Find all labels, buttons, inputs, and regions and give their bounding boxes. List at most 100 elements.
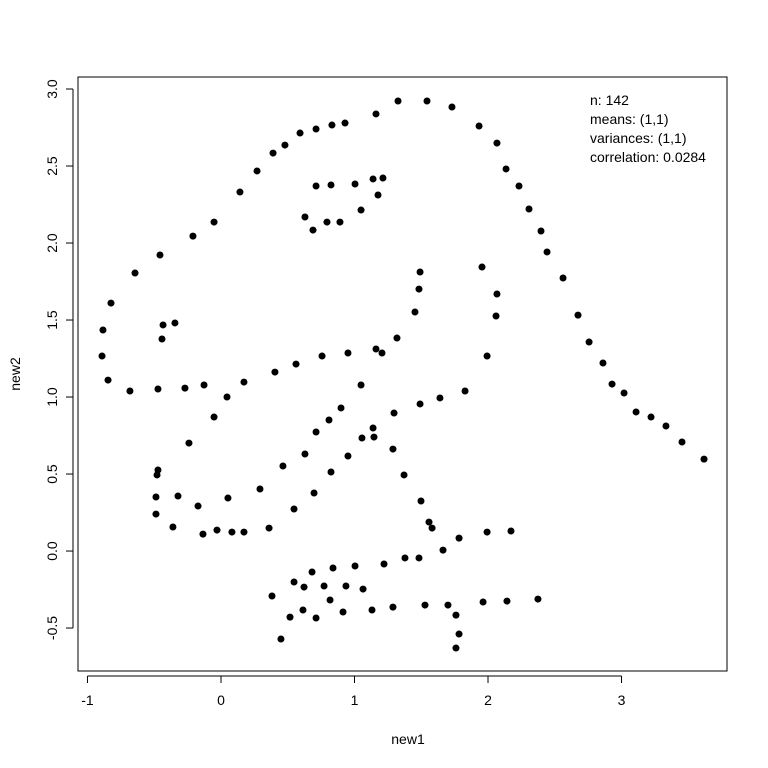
point <box>312 182 320 190</box>
point <box>380 560 388 568</box>
point <box>411 308 419 316</box>
point <box>461 387 469 395</box>
point <box>452 611 460 619</box>
y-tick-label: 0.5 <box>44 464 60 484</box>
point <box>337 404 345 412</box>
point <box>309 226 317 234</box>
point <box>483 352 491 360</box>
point <box>358 434 366 442</box>
point <box>213 526 221 534</box>
point <box>159 321 167 329</box>
point <box>401 554 409 562</box>
point <box>599 359 607 367</box>
point <box>620 389 628 397</box>
point <box>559 274 567 282</box>
point <box>379 174 387 182</box>
point <box>421 601 429 609</box>
point <box>323 218 331 226</box>
point <box>269 149 277 157</box>
point <box>389 445 397 453</box>
point <box>292 360 300 368</box>
point <box>300 583 308 591</box>
point <box>416 400 424 408</box>
point <box>312 125 320 133</box>
point <box>320 582 328 590</box>
point <box>428 524 436 532</box>
point <box>236 188 244 196</box>
point <box>199 530 207 538</box>
point <box>194 502 202 510</box>
point <box>185 439 193 447</box>
x-axis-label: new1 <box>391 731 425 747</box>
point <box>444 601 452 609</box>
point <box>271 368 279 376</box>
point <box>341 119 349 127</box>
point <box>154 385 162 393</box>
point <box>210 218 218 226</box>
plot-box <box>77 76 728 672</box>
point <box>308 568 316 576</box>
point <box>265 524 273 532</box>
point <box>448 103 456 111</box>
point <box>344 349 352 357</box>
annotation: variances: (1,1) <box>590 130 686 146</box>
point <box>543 248 551 256</box>
point <box>455 630 463 638</box>
point <box>325 416 333 424</box>
y-tick-label: -0.5 <box>44 616 60 640</box>
point <box>318 352 326 360</box>
point <box>425 518 433 526</box>
point <box>678 438 686 446</box>
y-tick-label: 1.5 <box>44 310 60 330</box>
point <box>393 334 401 342</box>
point <box>299 606 307 614</box>
point <box>344 452 352 460</box>
point <box>126 387 134 395</box>
point <box>290 578 298 586</box>
point <box>416 268 424 276</box>
point <box>181 384 189 392</box>
point <box>394 97 402 105</box>
point <box>329 564 337 572</box>
point <box>359 585 367 593</box>
point <box>286 613 294 621</box>
point <box>357 381 365 389</box>
point <box>98 352 106 360</box>
x-tick-label: 0 <box>217 692 225 708</box>
point <box>417 497 425 505</box>
point <box>415 285 423 293</box>
point <box>336 218 344 226</box>
point <box>351 562 359 570</box>
point <box>502 165 510 173</box>
point <box>369 175 377 183</box>
point <box>400 471 408 479</box>
point <box>152 510 160 518</box>
point <box>534 595 542 603</box>
point <box>342 582 350 590</box>
point <box>240 378 248 386</box>
annotation: correlation: 0.0284 <box>590 149 706 165</box>
point <box>240 528 248 536</box>
point <box>131 269 139 277</box>
point <box>503 597 511 605</box>
point <box>296 129 304 137</box>
point <box>439 546 447 554</box>
point <box>301 450 309 458</box>
point <box>389 603 397 611</box>
y-tick-label: 2.0 <box>44 233 60 253</box>
point <box>492 312 500 320</box>
point <box>452 644 460 652</box>
point <box>700 455 708 463</box>
y-tick-label: 2.5 <box>44 156 60 176</box>
x-tick-label: -1 <box>81 692 94 708</box>
annotation: n: 142 <box>590 92 629 108</box>
point <box>370 433 378 441</box>
point <box>327 468 335 476</box>
point <box>326 596 334 604</box>
point <box>268 592 276 600</box>
point <box>493 139 501 147</box>
point <box>256 485 264 493</box>
point <box>662 422 670 430</box>
point <box>153 471 161 479</box>
point <box>372 110 380 118</box>
